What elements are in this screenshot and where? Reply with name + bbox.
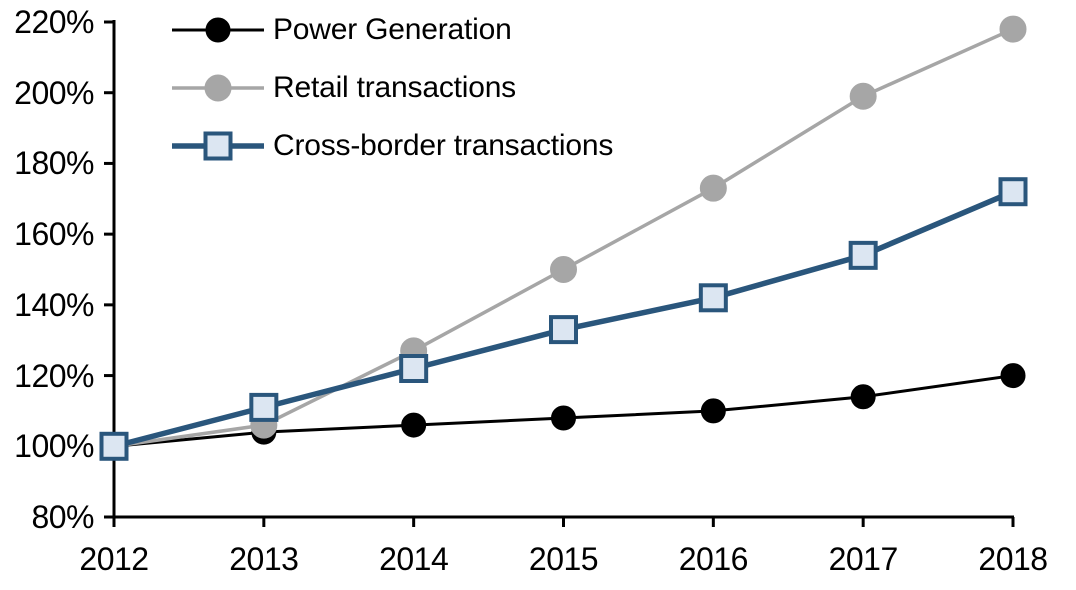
x-tick-label-2012: 2012: [79, 541, 149, 577]
y-tick-label-160: 160%: [14, 216, 94, 253]
power-generation-marker-2015: [551, 405, 576, 431]
cross-border-transactions-marker-2014: [399, 354, 429, 383]
retail-transactions-legend-label: Retail transactions: [273, 71, 516, 104]
x-tick-label-2014: 2014: [379, 541, 449, 577]
retail-transactions-marker-2017: [849, 82, 877, 110]
y-tick-label-100: 100%: [14, 428, 94, 465]
power-generation-marker-2018: [1000, 363, 1026, 389]
x-tick-label-2016: 2016: [678, 541, 749, 577]
y-tick-label-140: 140%: [14, 286, 94, 323]
power-generation-marker-2016: [700, 398, 726, 424]
legend-item-cross-border-transactions: Cross-border transactions: [172, 126, 613, 166]
cross-border-transactions-marker-2012: [99, 431, 129, 461]
power-generation-legend-sample: [172, 17, 264, 43]
y-tick-label-120: 120%: [14, 357, 94, 394]
cross-border-transactions-marker-2017: [848, 240, 878, 270]
legend-item-power-generation: Power Generation: [172, 10, 613, 50]
retail-transactions-marker-2018: [999, 15, 1027, 43]
x-tick-label-2013: 2013: [229, 541, 299, 577]
y-tick-label-80: 80%: [31, 499, 94, 535]
retail-transactions-legend-sample: [172, 74, 264, 102]
power-generation-legend-label: Power Generation: [273, 13, 512, 46]
power-generation-legend-marker: [205, 17, 231, 43]
power-generation-marker-2017: [850, 384, 876, 410]
x-tick-label-2015: 2015: [528, 541, 599, 577]
retail-transactions-marker-2016: [699, 174, 727, 202]
cross-border-transactions-legend-label: Cross-border transactions: [273, 129, 614, 162]
cross-border-transactions-marker-2018: [998, 177, 1028, 207]
legend-item-retail-transactions: Retail transactions: [172, 68, 613, 108]
cross-border-transactions-legend-marker: [203, 131, 233, 161]
legend: Power Generation Retail transactions Cross…: [172, 10, 613, 184]
power-generation-marker-2014: [401, 412, 427, 438]
cross-border-transactions-legend-sample: [172, 131, 264, 161]
cross-border-transactions-marker-2013: [249, 392, 279, 422]
cross-border-transactions-marker-2015: [549, 315, 578, 345]
retail-transactions-legend-marker: [204, 74, 232, 102]
retail-transactions-marker-2015: [550, 256, 577, 283]
x-tick-label-2017: 2017: [828, 541, 899, 577]
y-tick-label-200: 200%: [14, 74, 94, 111]
x-tick-label-2018: 2018: [978, 541, 1048, 577]
cross-border-transactions-marker-2016: [698, 283, 728, 313]
y-tick-label-180: 180%: [14, 145, 94, 182]
y-tick-label-220: 220%: [14, 4, 94, 40]
